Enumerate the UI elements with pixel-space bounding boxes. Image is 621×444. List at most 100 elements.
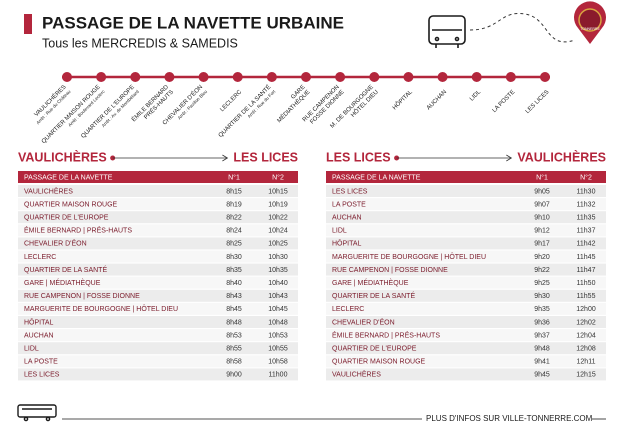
time-cell: 8h35 [226, 267, 242, 274]
time-cell: 9h41 [534, 359, 550, 366]
time-cell: 8h40 [226, 280, 242, 287]
stop-dot [335, 72, 346, 82]
stop-cell: QUARTIER MAISON ROUGE [332, 359, 426, 366]
time-cell: 11h00 [269, 372, 288, 379]
time-cell: 10h48 [268, 319, 288, 326]
stop-dot [437, 72, 448, 82]
time-cell: 8h43 [226, 293, 242, 300]
time-cell: 10h30 [268, 254, 288, 261]
direction-arrowhead [222, 154, 229, 162]
subtitle: Tous les MERCREDIS & SAMEDIS [42, 36, 238, 50]
time-cell: 8h25 [226, 241, 242, 248]
time-cell: 10h53 [268, 332, 288, 339]
stop-cell: QUARTIER DE LA SANTÉ [332, 291, 415, 300]
time-cell: 11h30 [577, 188, 596, 195]
table-row [18, 302, 298, 315]
stop-dot [266, 72, 277, 82]
stop-cell: LA POSTE [24, 359, 58, 366]
table-row [18, 237, 298, 250]
stop-cell: QUARTIER DE L'EUROPE [332, 346, 417, 353]
stop-name: QUARTIER MAISON ROUGE [41, 84, 102, 145]
stop-cell: RUE CAMPENON | FOSSE DIONNE [24, 293, 140, 300]
logo-pin: TONNERRE [574, 1, 606, 45]
stop-cell: AUCHAN [332, 215, 362, 222]
stop-dot [62, 72, 72, 82]
time-cell: 9h37 [534, 332, 550, 339]
time-cell: 8h53 [226, 332, 242, 339]
time-cell: 11h55 [577, 293, 596, 300]
stop-cell: GARE | MÉDIATHÈQUE [332, 278, 409, 287]
table-row [18, 355, 298, 368]
stop-label: LA POSTE [492, 89, 517, 114]
table-row [326, 276, 606, 289]
time-cell: 10h58 [268, 359, 288, 366]
time-cell: 12h00 [576, 306, 596, 313]
time-cell: 12h15 [576, 372, 596, 379]
time-cell: 10h15 [268, 188, 288, 195]
stop-label: LIDL [469, 89, 483, 103]
table-row [18, 185, 298, 197]
time-cell: 8h30 [226, 254, 242, 261]
time-cell: 11h42 [577, 241, 596, 248]
time-cell: 11h32 [577, 201, 596, 208]
direction-from: LES LICES [326, 150, 391, 164]
footer-bus-icon [17, 404, 57, 422]
time-cell: 9h12 [534, 228, 550, 235]
stop-cell: ÉMILE BERNARD | PRÉS-HAUTS [24, 226, 132, 235]
stop-cell: QUARTIER DE L'EUROPE [24, 215, 109, 222]
header-cell: N°1 [536, 173, 548, 181]
table-row [326, 368, 606, 381]
table-row [326, 250, 606, 263]
header-row [326, 171, 606, 183]
stop-cell: HÔPITAL [24, 317, 54, 326]
table-row [18, 289, 298, 302]
title: PASSAGE DE LA NAVETTE URBAINE [42, 13, 344, 32]
stop-cell: MARGUERITE DE BOURGOGNE | HÔTEL DIEU [24, 304, 178, 313]
time-cell: 8h58 [226, 359, 242, 366]
stop-name: LIDL [469, 89, 483, 103]
stop-cell: CHEVALIER D'ÉON [332, 317, 395, 326]
stop-cell: CHEVALIER D'ÉON [24, 239, 87, 248]
table-row [326, 355, 606, 368]
time-cell: 8h45 [226, 306, 242, 313]
table-row [326, 329, 606, 342]
table-row [326, 211, 606, 224]
direction-to: LES LICES [233, 150, 298, 164]
time-cell: 10h43 [268, 293, 288, 300]
time-cell: 12h08 [576, 346, 596, 353]
time-cell: 9h30 [534, 293, 550, 300]
stop-cell: VAULICHÈRES [332, 370, 381, 379]
stop-dot [198, 72, 209, 82]
time-cell: 11h45 [577, 254, 596, 261]
stop-cell: VAULICHÈRES [24, 186, 73, 195]
time-cell: 10h19 [268, 201, 288, 208]
stop-cell: GARE | MÉDIATHÈQUE [24, 278, 101, 287]
header-cell: N°2 [580, 173, 592, 181]
stop-cell: ÉMILE BERNARD | PRÉS-HAUTS [332, 330, 440, 339]
time-cell: 9h25 [534, 280, 550, 287]
table-row [18, 276, 298, 289]
stop-dot [505, 72, 516, 82]
header-row [18, 171, 298, 183]
header-cell: N°1 [228, 173, 240, 181]
time-cell: 10h45 [268, 306, 288, 313]
direction-from: VAULICHÈRES [18, 149, 107, 164]
time-cell: 9h35 [534, 306, 550, 313]
stop-dot [96, 72, 107, 82]
stop-cell: LECLERC [332, 306, 364, 313]
stop-cell: MARGUERITE DE BOURGOGNE | HÔTEL DIEU [332, 252, 486, 261]
stop-cell: LES LICES [332, 188, 368, 195]
table-row [326, 198, 606, 211]
footer-text: PLUS D'INFOS SUR VILLE-TONNERRE.COM [426, 414, 593, 423]
time-cell: 11h47 [577, 267, 596, 274]
title-marker [24, 14, 32, 34]
timetable: VAULICHÈRES LES LICES PASSAGE DE LA NAVETT… [18, 149, 298, 381]
stop-name: LES LICES [525, 89, 551, 115]
time-cell: 11h35 [577, 215, 596, 222]
stop-dot [301, 72, 311, 82]
time-cell: 9h45 [534, 372, 550, 379]
